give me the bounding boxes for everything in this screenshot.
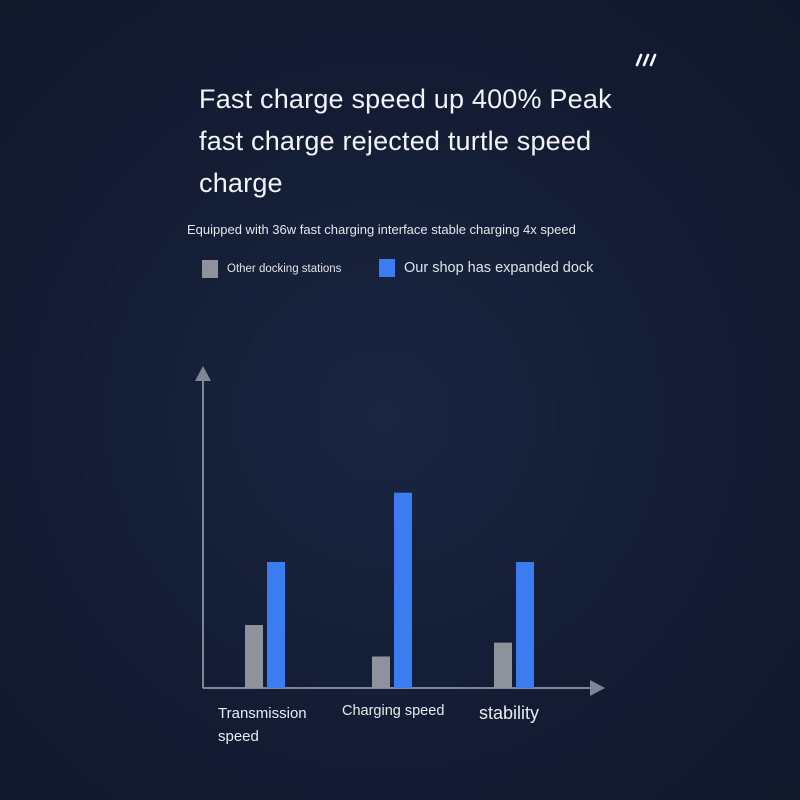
legend-item-ours: Our shop has expanded dock xyxy=(379,259,593,277)
bar-ours-charging-speed xyxy=(394,492,412,688)
slash-marks-icon xyxy=(635,53,657,67)
legend-item-other: Other docking stations xyxy=(202,260,341,278)
bar-other-stability xyxy=(494,642,512,688)
bar-other-transmission-speed xyxy=(245,625,263,688)
page-subtitle: Equipped with 36w fast charging interfac… xyxy=(187,222,576,237)
page-title: Fast charge speed up 400% Peak fast char… xyxy=(199,84,612,198)
x-axis-arrow-icon xyxy=(590,680,605,696)
x-tick-label-charging-speed: Charging speed xyxy=(342,703,445,719)
legend-label-ours: Our shop has expanded dock xyxy=(404,260,594,276)
chart-bars xyxy=(245,492,534,688)
legend-swatch-other xyxy=(202,260,218,278)
x-tick-label-transmission-speed: Transmission speed xyxy=(218,705,307,745)
legend-swatch-ours xyxy=(379,259,395,277)
legend-label-other: Other docking stations xyxy=(227,263,342,275)
bar-other-charging-speed xyxy=(372,656,390,688)
bar-ours-stability xyxy=(516,562,534,688)
bar-ours-transmission-speed xyxy=(267,562,285,688)
y-axis-arrow-icon xyxy=(195,366,211,381)
x-tick-label-stability: stability xyxy=(479,703,540,723)
